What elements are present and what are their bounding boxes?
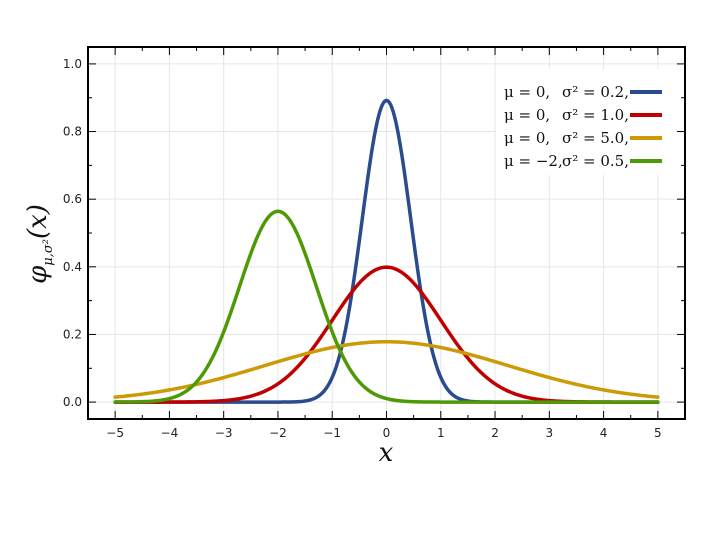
series-line-3 bbox=[113, 340, 660, 399]
svg-text:φμ,σ²(x): φμ,σ²(x) bbox=[23, 204, 56, 284]
legend-variance-label: σ² = 0.2, bbox=[562, 83, 629, 101]
x-axis-title: x bbox=[379, 438, 394, 468]
legend-entry: μ = 0, σ² = 0.2, bbox=[504, 83, 662, 101]
x-tick-label: 0 bbox=[383, 426, 391, 440]
curves bbox=[113, 98, 660, 404]
x-tick-label: −3 bbox=[215, 426, 233, 440]
y-tick-label: 0.4 bbox=[63, 260, 82, 274]
y-axis-title: φμ,σ²(x) bbox=[23, 204, 56, 284]
x-tick-label: −5 bbox=[106, 426, 124, 440]
legend-box bbox=[496, 69, 676, 175]
legend-entry: μ = 0, σ² = 1.0, bbox=[504, 106, 662, 124]
x-tick-label: −1 bbox=[323, 426, 341, 440]
x-tick-label: −2 bbox=[269, 426, 287, 440]
x-tick-label: −4 bbox=[161, 426, 179, 440]
x-tick-label: 4 bbox=[600, 426, 608, 440]
x-tick-label: 5 bbox=[654, 426, 662, 440]
x-tick-label: 3 bbox=[545, 426, 553, 440]
legend-mu-label: μ = 0, bbox=[504, 106, 550, 124]
y-tick-label: 0.6 bbox=[63, 192, 82, 206]
legend-entry: μ = −2, σ² = 0.5, bbox=[504, 152, 662, 170]
y-axis-title-sub: μ,σ² bbox=[41, 239, 56, 266]
y-tick-label: 1.0 bbox=[63, 57, 82, 71]
legend-mu-label: μ = 0, bbox=[504, 83, 550, 101]
legend-variance-label: σ² = 1.0, bbox=[562, 106, 629, 124]
legend-entry: μ = 0, σ² = 5.0, bbox=[504, 129, 662, 147]
legend-variance-label: σ² = 0.5, bbox=[562, 152, 629, 170]
x-tick-label: 1 bbox=[437, 426, 445, 440]
series-line-4 bbox=[113, 209, 660, 404]
tick-labels: −5 −4 −3 −2 −1 0 1 2 3 4 5 0.0 0.2 0.4 0.6 0.8 1.0 bbox=[63, 57, 662, 440]
y-axis-title-arg: (x) bbox=[23, 204, 53, 239]
y-tick-label: 0.2 bbox=[63, 327, 82, 341]
y-axis-title-main: φ bbox=[23, 265, 53, 284]
legend: μ = 0, σ² = 0.2, μ = 0, σ² = 1.0, μ = 0, σ² =… bbox=[496, 69, 676, 175]
y-tick-label: 0.8 bbox=[63, 125, 82, 139]
legend-mu-label: μ = 0, bbox=[504, 129, 550, 147]
ticks bbox=[87, 47, 686, 419]
legend-mu-label: μ = −2, bbox=[504, 152, 563, 170]
legend-variance-label: σ² = 5.0, bbox=[562, 129, 629, 147]
y-tick-label: 0.0 bbox=[63, 395, 82, 409]
x-tick-label: 2 bbox=[491, 426, 499, 440]
